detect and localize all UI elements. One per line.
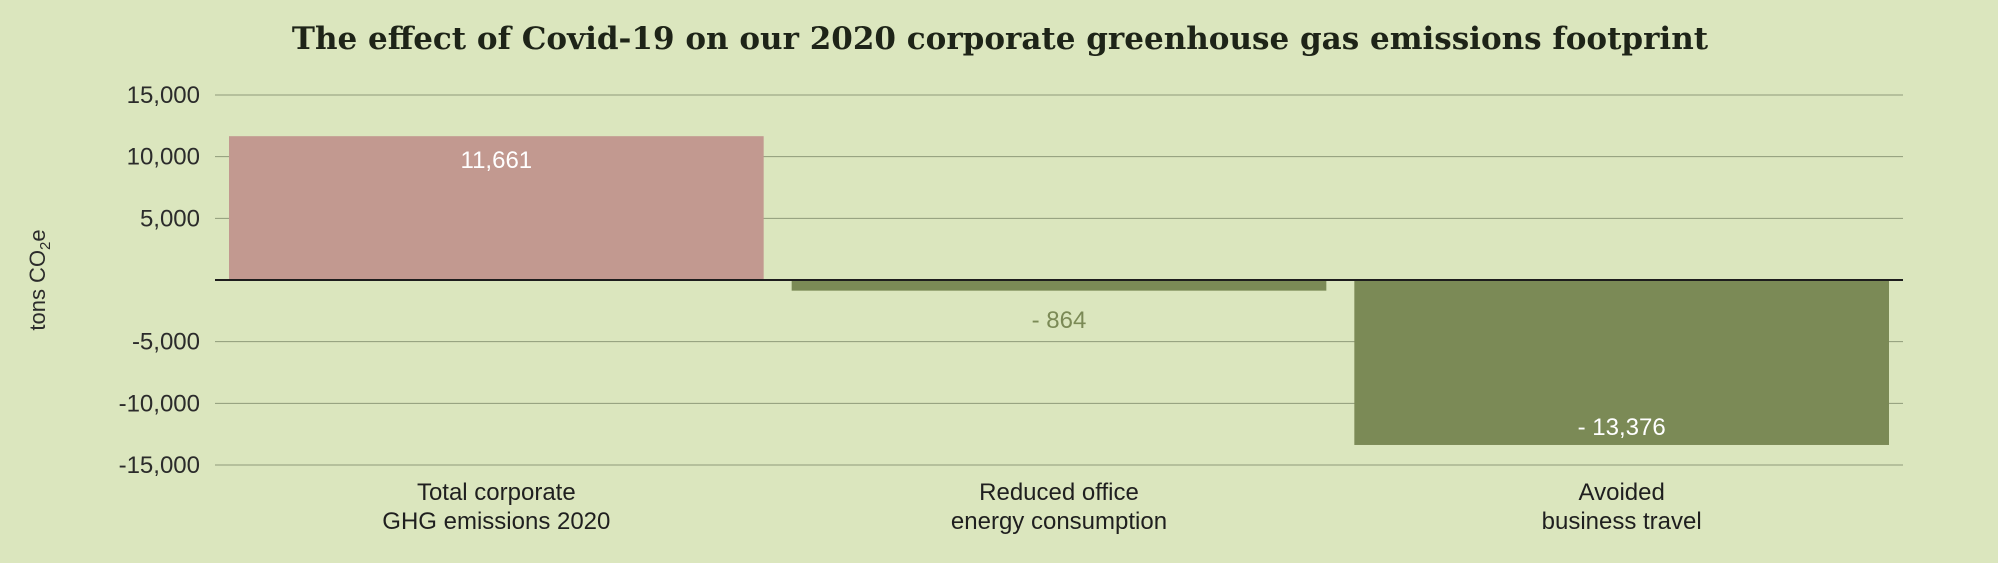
y-tick-labels: 15,000 10,000 5,000 -5,000 -10,000 -15,000 [119, 82, 200, 479]
category-label: GHG emissions 2020 [382, 508, 610, 535]
bar [791, 280, 1327, 291]
bar [1354, 280, 1889, 445]
bar-value-label: 11,661 [461, 147, 533, 174]
y-tick-label: 15,000 [127, 82, 200, 109]
bar [229, 136, 764, 280]
y-tick-label: -15,000 [119, 452, 200, 479]
category-label: business travel [1542, 508, 1702, 535]
value-labels: 11,661 - 864 - 13,376 [461, 147, 1666, 441]
category-label: Avoided [1579, 479, 1665, 506]
y-tick-label: -5,000 [132, 329, 200, 356]
chart-title: The effect of Covid-19 on our 2020 corpo… [292, 21, 1709, 57]
bar-value-label: - 13,376 [1578, 414, 1666, 441]
bar-value-label: - 864 [1032, 307, 1087, 334]
bars [229, 136, 1889, 445]
y-tick-label: -10,000 [119, 390, 200, 417]
category-label: Reduced office [979, 479, 1139, 506]
y-tick-label: 5,000 [140, 205, 200, 232]
category-label: energy consumption [951, 508, 1167, 535]
y-axis-label: tons CO2e [25, 229, 54, 330]
category-label: Total corporate [417, 479, 576, 506]
y-tick-label: 10,000 [127, 144, 200, 171]
